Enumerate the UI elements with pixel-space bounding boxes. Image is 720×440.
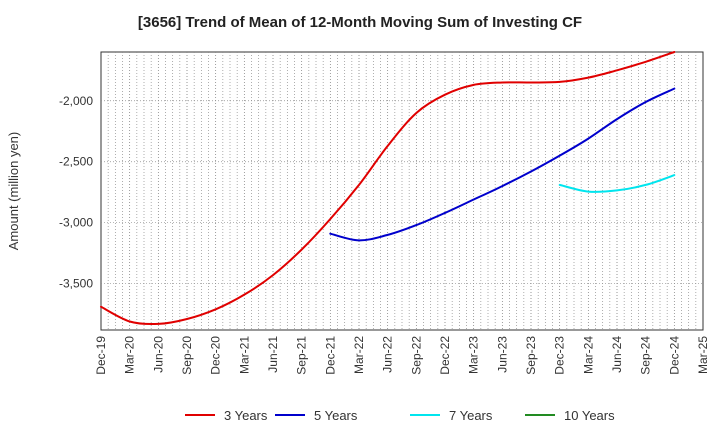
x-tick-label: Sep-21: [295, 336, 309, 375]
series-line-7-years: [558, 174, 676, 193]
y-tick-label: -2,000: [59, 94, 93, 108]
y-tick-label: -2,500: [59, 155, 93, 169]
series-line-3-years: [100, 51, 676, 326]
x-tick-label: Sep-20: [180, 336, 194, 375]
x-tick-label: Jun-20: [151, 336, 165, 373]
x-tick-label: Mar-22: [352, 336, 366, 374]
x-tick-label: Jun-24: [610, 336, 624, 373]
x-tick-label: Jun-22: [381, 336, 395, 373]
x-tick-label: Dec-23: [553, 336, 567, 375]
x-tick-label: Sep-22: [409, 336, 423, 375]
x-tick-label: Jun-23: [495, 336, 509, 373]
legend-label: 5 Years: [314, 408, 358, 423]
y-tick-labels: -3,500 -3,000 -2,500 -2,000: [59, 94, 93, 291]
series-lines: [100, 51, 676, 326]
x-tick-label: Jun-21: [266, 336, 280, 373]
legend-item-10-years: 10 Years: [525, 408, 615, 423]
legend-item-3-years: 3 Years: [185, 408, 268, 423]
x-tick-label: Dec-19: [94, 336, 108, 375]
x-tick-label: Dec-21: [323, 336, 337, 375]
y-axis-title: Amount (million yen): [6, 132, 21, 251]
x-tick-label: Dec-24: [667, 336, 681, 375]
chart-title: [3656] Trend of Mean of 12-Month Moving …: [137, 14, 583, 31]
legend-label: 3 Years: [224, 408, 268, 423]
legend-item-5-years: 5 Years: [275, 408, 358, 423]
legend: 3 Years 5 Years 7 Years 10 Years: [185, 408, 615, 423]
x-tick-label: Mar-20: [123, 336, 137, 374]
x-tick-label: Mar-24: [581, 336, 595, 374]
legend-item-7-years: 7 Years: [410, 408, 493, 423]
x-tick-labels: Dec-19 Mar-20 Jun-20 Sep-20 Dec-20 Mar-21 Jun-…: [94, 336, 710, 375]
legend-label: 10 Years: [564, 408, 615, 423]
x-tick-label: Dec-22: [438, 336, 452, 375]
x-tick-label: Dec-20: [209, 336, 223, 375]
x-tick-label: Sep-23: [524, 336, 538, 375]
x-tick-label: Mar-23: [467, 336, 481, 374]
x-tick-label: Sep-24: [639, 336, 653, 375]
y-tick-label: -3,000: [59, 216, 93, 230]
x-tick-label: Mar-21: [237, 336, 251, 374]
series-line-5-years: [329, 87, 676, 242]
grid-lines: [101, 52, 703, 330]
x-tick-label: Mar-25: [696, 336, 710, 374]
y-tick-label: -3,500: [59, 277, 93, 291]
legend-label: 7 Years: [449, 408, 493, 423]
